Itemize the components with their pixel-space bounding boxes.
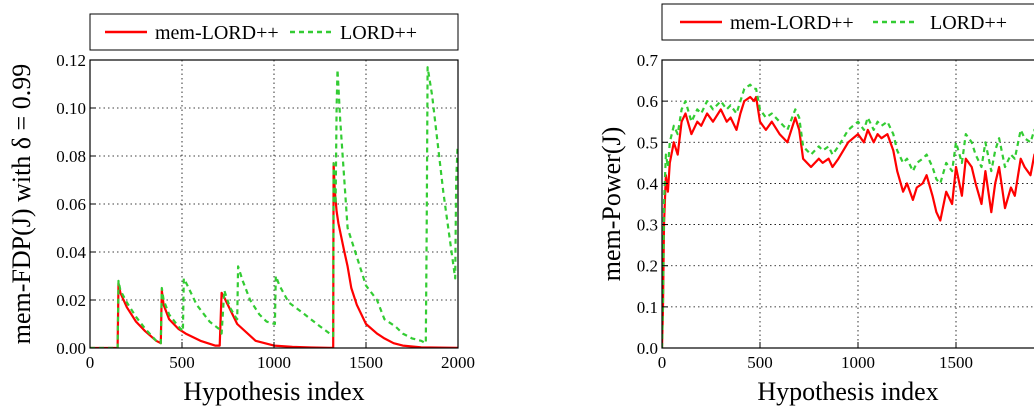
fdp-xtick-label: 500 (169, 353, 195, 372)
fdp-ytick-label: 0.10 (56, 99, 86, 118)
fdp-ytick-label: 0.00 (56, 339, 86, 358)
power-series-lord (662, 83, 1034, 348)
fdp-series-mem-lord (90, 162, 458, 348)
power-ytick-label: 0.6 (637, 92, 658, 111)
power-xtick-label: 1500 (939, 353, 973, 372)
fdp-chart-series (90, 66, 458, 348)
power-ytick-label: 0.4 (637, 174, 659, 193)
fdp-ytick-label: 0.04 (56, 243, 86, 262)
power-ytick-label: 0.1 (637, 298, 658, 317)
power-ytick-label: 0.5 (637, 133, 658, 152)
fdp-ytick-label: 0.08 (56, 147, 86, 166)
power-ytick-label: 0.7 (637, 51, 659, 70)
power-ytick-label: 0.0 (637, 339, 658, 358)
fdp-ytick-label: 0.06 (56, 195, 86, 214)
fdp-chart-ylabel: mem-FDP(J) with δ = 0.99 (7, 64, 36, 344)
fdp-legend-label-mem-lord: mem-LORD++ (155, 22, 279, 44)
power-chart-series (662, 83, 1034, 348)
fdp-legend-box (89, 13, 459, 51)
power-ytick-label: 0.3 (637, 216, 658, 235)
power-xtick-label: 500 (747, 353, 773, 372)
fdp-xtick-label: 1500 (349, 353, 383, 372)
fdp-xtick-label: 2000 (441, 353, 475, 372)
power-ytick-label: 0.2 (637, 257, 658, 276)
power-series-mem-lord (662, 95, 1034, 348)
fdp-chart-ticks: 0 500 1000 1500 2000 0.00 0.02 0.04 0.06 0.08 0.10… (56, 51, 475, 372)
power-legend-box (661, 3, 1034, 41)
power-chart-frame (661, 59, 1034, 349)
fdp-ytick-label: 0.12 (56, 51, 86, 70)
fdp-chart-legend: mem-LORD++ LORD++ (89, 13, 459, 51)
power-chart: 0 500 1000 1500 0.0 0.1 0.2 0.3 0.4 0.5 0.6 0.7 Hyp… (597, 3, 1034, 406)
power-chart-ticks: 0 500 1000 1500 0.0 0.1 0.2 0.3 0.4 0.5 0.6 0.7 (637, 51, 973, 372)
power-legend-label-lord: LORD++ (930, 12, 1007, 34)
power-chart-legend: mem-LORD++ LORD++ (661, 3, 1034, 41)
power-xtick-label: 1000 (841, 353, 875, 372)
fdp-xtick-label: 0 (86, 353, 95, 372)
fdp-legend-label-lord: LORD++ (340, 22, 417, 44)
fdp-chart-xlabel: Hypothesis index (183, 377, 364, 406)
fdp-chart: 0 500 1000 1500 2000 0.00 0.02 0.04 0.06 0.08 0.10… (7, 13, 475, 406)
power-legend-label-mem-lord: mem-LORD++ (730, 12, 854, 34)
fdp-xtick-label: 1000 (257, 353, 291, 372)
power-chart-ylabel: mem-Power(J) (597, 127, 626, 282)
fdp-series-lord (90, 66, 458, 348)
fdp-ytick-label: 0.02 (56, 291, 86, 310)
power-chart-xlabel: Hypothesis index (757, 377, 938, 406)
fdp-chart-grid (90, 60, 458, 348)
power-xtick-label: 0 (658, 353, 667, 372)
